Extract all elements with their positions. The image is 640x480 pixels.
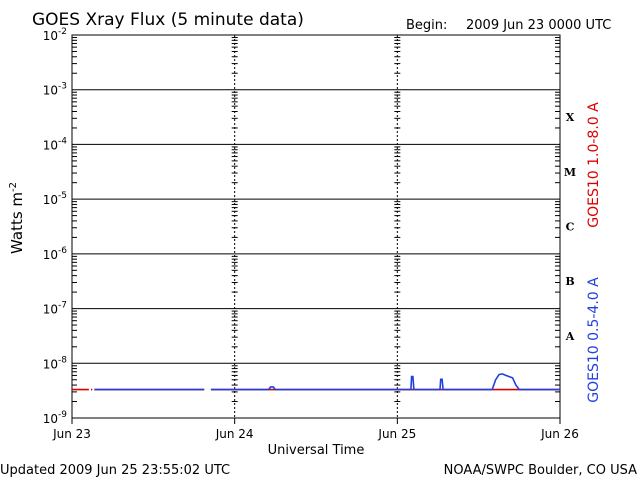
series-line: [210, 373, 560, 391]
begin-value: 2009 Jun 23 0000 UTC: [466, 18, 611, 33]
x-tick-label: Jun 26: [540, 427, 579, 441]
x-tick-label: Jun 24: [215, 427, 254, 441]
y-tick-label: 10-4: [43, 136, 68, 152]
y-tick-label: 10-9: [43, 410, 68, 426]
legend-short-channel: GOES10 0.5-4.0 A: [586, 277, 602, 403]
y-tick-label: 10-6: [43, 246, 68, 262]
updated-timestamp: Updated 2009 Jun 25 23:55:02 UTC: [0, 463, 230, 478]
plot-frame: [71, 34, 561, 419]
x-axis-label: Universal Time: [268, 443, 365, 458]
flare-class-label: B: [565, 275, 574, 288]
x-tick-label: Jun 25: [377, 427, 416, 441]
x-tick-label: Jun 23: [52, 427, 91, 441]
y-tick-label: 10-8: [43, 355, 68, 371]
flare-class-label: X: [566, 111, 575, 124]
y-axis-label: Watts m-2: [8, 182, 26, 254]
flare-class-label: M: [564, 166, 576, 179]
flare-class-label: A: [565, 330, 575, 343]
flare-class-label: C: [566, 221, 575, 234]
y-tick-label: 10-5: [43, 191, 67, 207]
begin-label: Begin:: [406, 18, 447, 33]
y-tick-label: 10-7: [43, 301, 67, 317]
y-tick-label: 10-2: [43, 27, 67, 43]
y-tick-label: 10-3: [43, 82, 67, 98]
chart-title: GOES Xray Flux (5 minute data): [32, 10, 304, 30]
legend-long-channel: GOES10 1.0-8.0 A: [586, 102, 602, 228]
credit-text: NOAA/SWPC Boulder, CO USA: [444, 463, 637, 478]
